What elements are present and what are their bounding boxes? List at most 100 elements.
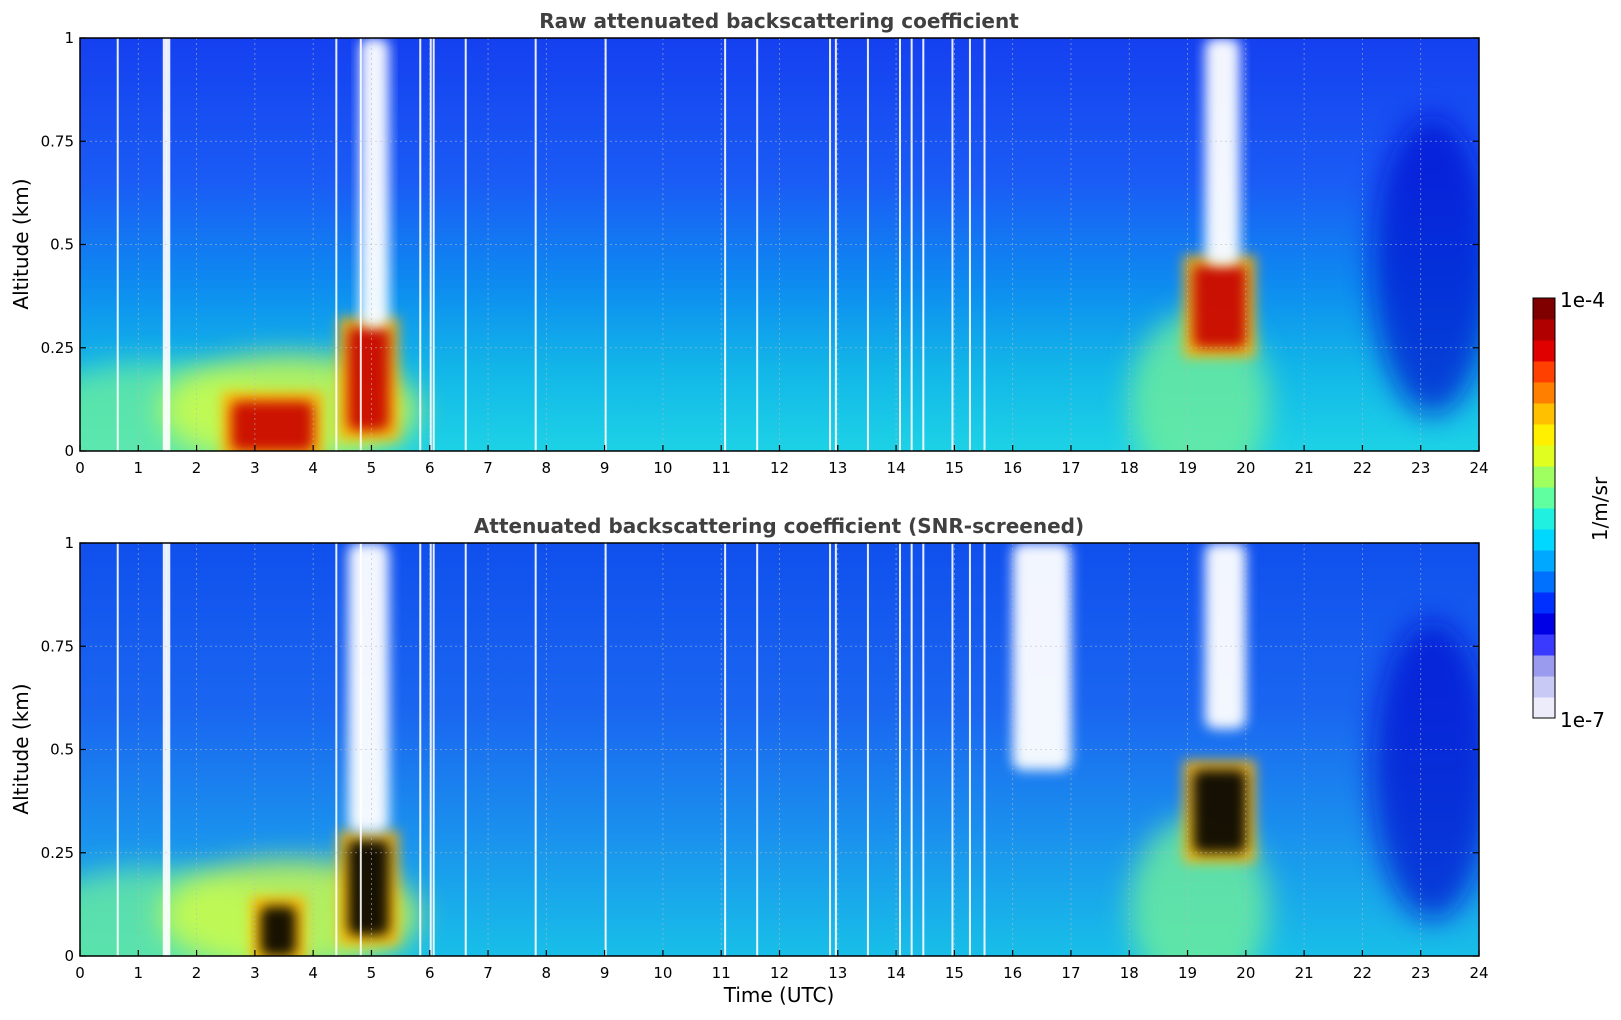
colorbar-step [1533, 592, 1555, 614]
y-ticks: 0 0.25 0.5 0.75 1 [41, 29, 1479, 460]
x-tick-label: 1 [134, 964, 144, 982]
x-tick-label: 15 [945, 459, 964, 477]
data-gap [432, 543, 435, 956]
colorbar-step [1533, 613, 1555, 635]
x-ticks: 0 1 2 3 4 5 6 7 8 9 10 11 12 13 14 15 16 17 18 19 20 21 22 23 24 [75, 950, 1489, 982]
data-gap [898, 543, 901, 956]
panel-title: Raw attenuated backscattering coefficien… [539, 9, 1019, 33]
colorbar-step [1533, 445, 1555, 467]
x-tick-label: 18 [1120, 459, 1139, 477]
x-tick-label: 13 [828, 964, 847, 982]
y-tick-label: 0 [64, 947, 74, 965]
colorbar-step [1533, 508, 1555, 530]
upper-layer-tint [1372, 620, 1479, 921]
data-gap [922, 543, 925, 956]
x-tick-label: 10 [653, 964, 672, 982]
x-tick-label: 19 [1178, 459, 1197, 477]
data-gap [756, 38, 759, 451]
colorbar-step [1533, 340, 1555, 362]
x-tick-label: 3 [250, 964, 260, 982]
x-tick-label: 22 [1353, 964, 1372, 982]
data-gap [866, 543, 869, 956]
data-gap [166, 38, 171, 451]
colorbar-border [1532, 297, 1556, 719]
x-tick-label: 15 [945, 964, 964, 982]
y-tick-label: 0.5 [50, 741, 74, 759]
colorbar-step [1533, 382, 1555, 404]
snr-screened-panel: 0 1 2 3 4 5 6 7 8 9 10 11 12 13 14 15 16 17 18 19 20 21 22 23 24… [9, 514, 1489, 1007]
x-tick-label: 21 [1295, 459, 1314, 477]
x-tick-label: 2 [192, 459, 202, 477]
colorbar-step [1533, 424, 1555, 446]
colorbar-step [1533, 655, 1555, 677]
x-tick-label: 3 [250, 459, 260, 477]
raw-backscatter-panel: 0 1 2 3 4 5 6 7 8 9 10 11 12 13 14 15 16 17 18 19 20 21 22 23 24… [9, 9, 1489, 477]
data-gap [756, 543, 759, 956]
data-gap [968, 38, 971, 451]
x-tick-label: 23 [1411, 964, 1430, 982]
colorbar-step [1533, 487, 1555, 509]
screened-region [1205, 543, 1246, 729]
x-tick-label: 23 [1411, 459, 1430, 477]
x-tick-label: 5 [367, 459, 377, 477]
data-gap [162, 38, 167, 451]
x-tick-label: 2 [192, 964, 202, 982]
x-tick-label: 21 [1295, 964, 1314, 982]
colorbar-step [1533, 298, 1555, 320]
colorbar-step [1533, 319, 1555, 341]
colorbar-step [1533, 571, 1555, 593]
x-tick-label: 0 [75, 964, 85, 982]
aerosol-core [260, 906, 296, 956]
colorbar-min-label: 1e-7 [1560, 708, 1605, 732]
colorbar-steps [1532, 297, 1556, 719]
y-tick-label: 0.25 [41, 339, 74, 357]
screened-region [1205, 38, 1241, 266]
data-gap [432, 38, 435, 451]
y-tick-label: 1 [64, 534, 74, 552]
x-tick-label: 16 [1003, 459, 1022, 477]
x-tick-label: 24 [1469, 964, 1488, 982]
x-tick-label: 20 [1236, 459, 1255, 477]
data-gap [866, 38, 869, 451]
heatmap-features [80, 543, 1479, 956]
x-tick-label: 4 [308, 964, 318, 982]
x-tick-label: 0 [75, 459, 85, 477]
x-tick-label: 18 [1120, 964, 1139, 982]
x-tick-label: 16 [1003, 964, 1022, 982]
screened-region [359, 38, 389, 328]
x-tick-label: 9 [600, 964, 610, 982]
x-tick-label: 4 [308, 459, 318, 477]
grid-lines [80, 38, 1479, 451]
data-gap [162, 543, 167, 956]
y-tick-label: 0.75 [41, 132, 74, 150]
data-gap [951, 38, 954, 451]
data-gap [983, 543, 986, 956]
data-gap [983, 38, 986, 451]
aerosol-core [1193, 265, 1246, 348]
x-tick-label: 10 [653, 459, 672, 477]
x-tick-label: 20 [1236, 964, 1255, 982]
x-tick-label: 1 [134, 459, 144, 477]
y-tick-label: 0 [64, 442, 74, 460]
x-tick-label: 6 [425, 459, 435, 477]
y-tick-label: 0.25 [41, 844, 74, 862]
x-tick-label: 14 [887, 964, 906, 982]
data-gap [951, 543, 954, 956]
x-tick-label: 6 [425, 964, 435, 982]
x-tick-label: 12 [770, 964, 789, 982]
x-tick-label: 24 [1469, 459, 1488, 477]
aerosol-core [348, 327, 389, 431]
aerosol-core [1193, 770, 1246, 853]
data-gap [116, 543, 119, 956]
x-tick-label: 22 [1353, 459, 1372, 477]
x-tick-label: 7 [483, 964, 493, 982]
y-ticks: 0 0.25 0.5 0.75 1 [41, 534, 1479, 965]
colorbar: 1e-4 1e-7 1/m/sr [1532, 288, 1612, 732]
y-tick-label: 1 [64, 29, 74, 47]
screened-region [348, 543, 389, 833]
aerosol-core [348, 840, 389, 936]
y-axis-label: Altitude (km) [9, 178, 33, 309]
x-tick-label: 12 [770, 459, 789, 477]
heatmap-features [80, 38, 1479, 451]
